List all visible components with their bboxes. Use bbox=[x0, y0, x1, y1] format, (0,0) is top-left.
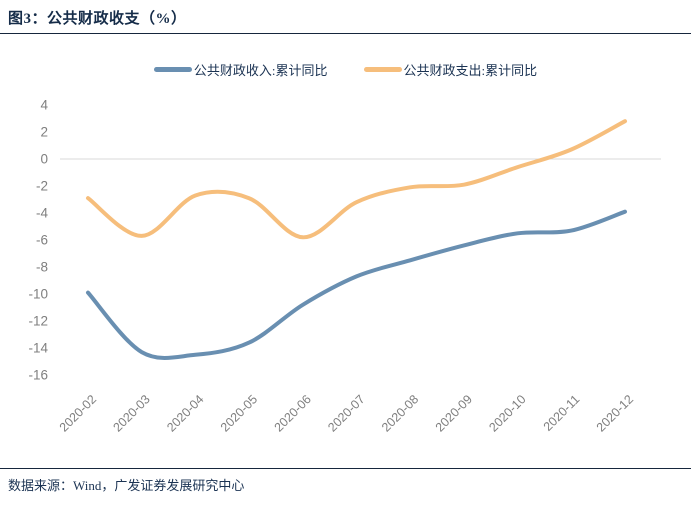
revenue-line-series bbox=[86, 209, 627, 360]
chart-area: 4 2 0 -2 -4 -6 -8 -10 -12 -14 -16 2020-02 2020-03 202… bbox=[0, 88, 691, 433]
figure-header: 图3：公共财政收支（%） bbox=[0, 0, 691, 34]
y-tick-label: -2 bbox=[36, 179, 48, 194]
legend-item-revenue: 公共财政收入:累计同比 bbox=[153, 60, 328, 79]
legend-label-revenue: 公共财政收入:累计同比 bbox=[193, 62, 328, 78]
legend-item-expenditure: 公共财政支出:累计同比 bbox=[363, 60, 538, 79]
x-tick-label: 2020-11 bbox=[541, 392, 583, 433]
data-source: 数据来源：Wind，广发证券发展研究中心 bbox=[8, 478, 245, 493]
chart-legend: 公共财政收入:累计同比 公共财政支出:累计同比 bbox=[0, 60, 691, 78]
y-tick-label: 4 bbox=[40, 98, 48, 113]
figure-footer: 数据来源：Wind，广发证券发展研究中心 bbox=[0, 468, 691, 505]
y-tick-label: -6 bbox=[36, 233, 48, 248]
legend-swatch-expenditure-icon bbox=[363, 66, 402, 72]
y-tick-label: 2 bbox=[40, 125, 48, 140]
x-tick-label: 2020-12 bbox=[594, 392, 636, 433]
y-tick-label: -12 bbox=[28, 314, 48, 329]
x-tick-label: 2020-03 bbox=[110, 392, 152, 433]
x-tick-label: 2020-07 bbox=[325, 392, 367, 433]
x-tick-label: 2020-06 bbox=[272, 392, 314, 433]
legend-swatch-revenue-icon bbox=[153, 66, 192, 72]
expenditure-line-series bbox=[86, 119, 627, 240]
x-tick-label: 2020-10 bbox=[486, 392, 528, 433]
x-tick-label: 2020-04 bbox=[164, 392, 206, 433]
x-tick-label: 2020-05 bbox=[218, 392, 260, 433]
y-tick-label: -4 bbox=[36, 206, 48, 221]
legend-label-expenditure: 公共财政支出:累计同比 bbox=[403, 62, 538, 78]
line-chart: 4 2 0 -2 -4 -6 -8 -10 -12 -14 -16 2020-02 2020-03 202… bbox=[28, 98, 661, 433]
y-tick-label: -10 bbox=[28, 287, 48, 302]
y-tick-label: -8 bbox=[36, 260, 48, 275]
x-tick-label: 2020-02 bbox=[57, 392, 99, 433]
y-tick-label: -16 bbox=[28, 368, 48, 383]
x-tick-label: 2020-08 bbox=[379, 392, 421, 433]
y-tick-label: -14 bbox=[28, 341, 48, 356]
y-tick-label: 0 bbox=[40, 152, 48, 167]
x-tick-label: 2020-09 bbox=[433, 392, 475, 433]
figure-title: 图3：公共财政收支（%） bbox=[8, 11, 187, 27]
